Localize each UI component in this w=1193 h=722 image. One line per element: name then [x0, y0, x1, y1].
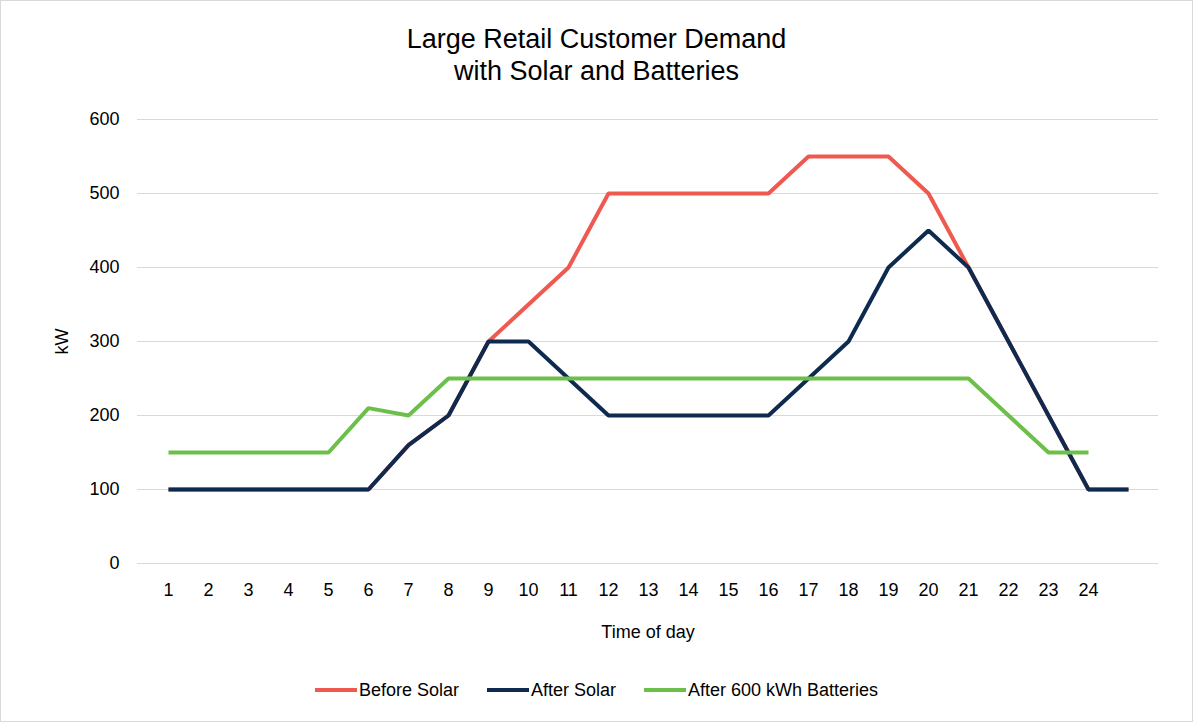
svg-text:11: 11 — [559, 580, 578, 600]
svg-text:200: 200 — [89, 405, 119, 425]
svg-text:12: 12 — [598, 580, 618, 600]
html-text:After 600 kWh Batteries: After 600 kWh Batteries — [688, 679, 879, 700]
svg-text:4: 4 — [283, 580, 293, 600]
svg-text:20: 20 — [918, 580, 938, 600]
svg-text:10: 10 — [518, 580, 538, 600]
svg-text:3: 3 — [243, 580, 253, 600]
svg-text:0: 0 — [109, 553, 119, 573]
svg-text:17: 17 — [798, 580, 818, 600]
html-text:After Solar: After Solar — [531, 679, 616, 700]
svg-text:5: 5 — [323, 580, 333, 600]
svg-text:Time of day: Time of day — [601, 622, 694, 642]
svg-text:kW: kW — [52, 329, 72, 355]
svg-text:13: 13 — [638, 580, 658, 600]
svg-text:22: 22 — [998, 580, 1018, 600]
svg-text:15: 15 — [718, 580, 738, 600]
svg-text:16: 16 — [758, 580, 778, 600]
svg-text:2: 2 — [203, 580, 213, 600]
svg-text:1: 1 — [163, 580, 173, 600]
svg-text:9: 9 — [483, 580, 493, 600]
svg-text:600: 600 — [89, 109, 119, 129]
svg-text:7: 7 — [403, 580, 413, 600]
svg-text:19: 19 — [878, 580, 898, 600]
svg-text:300: 300 — [89, 331, 119, 351]
svg-text:18: 18 — [838, 580, 858, 600]
svg-text:14: 14 — [678, 580, 698, 600]
svg-text:100: 100 — [89, 479, 119, 499]
svg-text:8: 8 — [443, 580, 453, 600]
svg-text:500: 500 — [89, 183, 119, 203]
html-text:Large Retail Customer Demand w: Large Retail Customer Demand with Solar … — [406, 24, 787, 86]
html-text:Before Solar: Before Solar — [358, 679, 459, 700]
svg-text:6: 6 — [363, 580, 373, 600]
svg-text:24: 24 — [1078, 580, 1098, 600]
svg-text:23: 23 — [1038, 580, 1058, 600]
svg-text:21: 21 — [958, 580, 978, 600]
svg-text:400: 400 — [89, 257, 119, 277]
